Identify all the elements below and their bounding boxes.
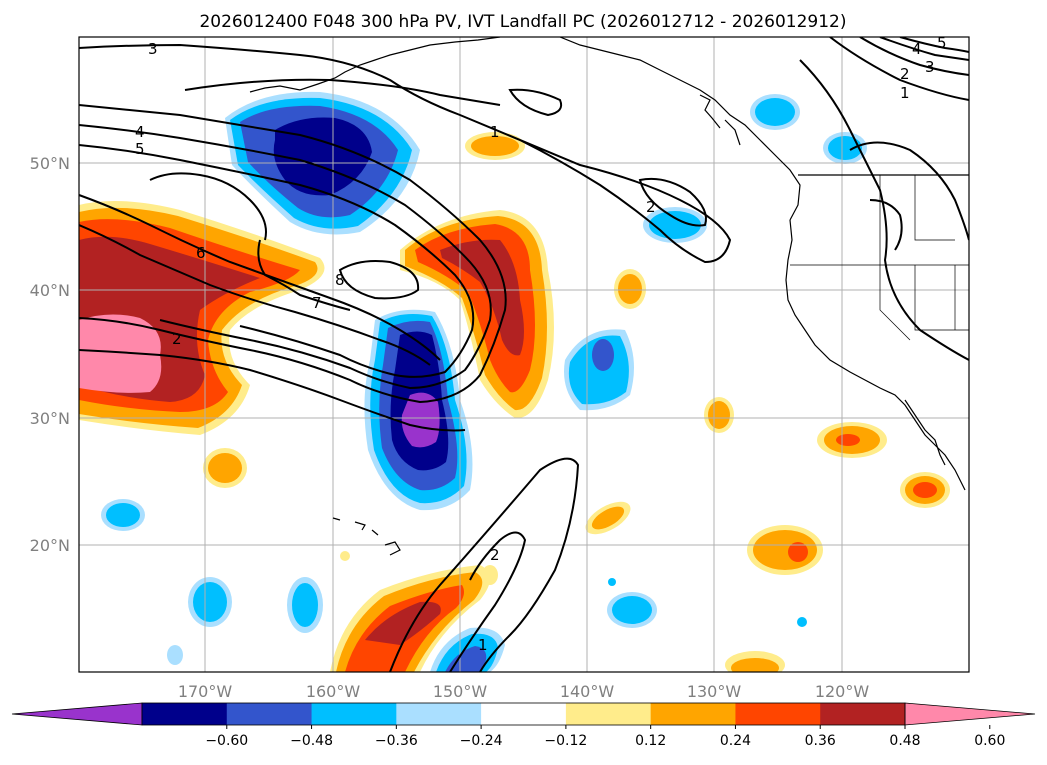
contour-label: 5 (937, 34, 947, 52)
latitude-label: 20°N (30, 536, 70, 555)
colorbar-tick-label: −0.60 (205, 733, 248, 749)
colorbar-tick-label: 0.12 (635, 733, 666, 749)
colorbar-segment (396, 703, 482, 725)
contour-label: 2 (490, 546, 500, 564)
contour-label: 3 (925, 58, 935, 76)
colorbar-segment (311, 703, 397, 725)
longitude-labels: 170°W 160°W 150°W 140°W 130°W 120°W (178, 682, 870, 701)
contour-label: 1 (900, 84, 910, 102)
contour-label: 5 (135, 140, 145, 158)
colorbar-tick-label: 0.48 (889, 733, 920, 749)
colorbar-tick-label: 0.36 (805, 733, 836, 749)
latitude-labels: 50°N 40°N 30°N 20°N (30, 154, 70, 555)
contour-label: 1 (490, 123, 500, 141)
map-title: 2026012400 F048 300 hPa PV, IVT Landfall… (199, 12, 846, 32)
latitude-label: 50°N (30, 154, 70, 173)
contour-label: 4 (912, 40, 922, 58)
longitude-label: 120°W (815, 682, 870, 701)
contour-label: 2 (900, 65, 910, 83)
colorbar-extend-max (904, 702, 1036, 726)
colorbar-extend-min (11, 702, 143, 726)
contour-label: 1 (478, 636, 488, 654)
map-content: 3 4 5 6 7 8 2 1 2 2 1 1 2 3 4 5 (79, 34, 969, 672)
positive-anomaly-south (330, 565, 490, 672)
longitude-label: 150°W (433, 682, 488, 701)
colorbar-segment (565, 703, 652, 725)
contour-label-group: 3 4 5 6 7 8 2 1 2 2 1 1 2 3 4 5 (135, 34, 947, 654)
colorbar-segment (650, 703, 736, 725)
colorbar-tick-label: −0.12 (544, 733, 587, 749)
colorbar-tick-label: 0.60 (974, 733, 1005, 749)
colorbar-segment (735, 703, 821, 725)
contour-label: 6 (196, 244, 206, 262)
contour-label: 2 (646, 198, 656, 216)
longitude-label: 160°W (306, 682, 361, 701)
colorbar-segment (142, 703, 228, 725)
contour-label: 2 (172, 330, 182, 348)
colorbar: −0.60 −0.48 −0.36 −0.24 −0.12 0.12 0.24 0.36 0.4… (11, 702, 1036, 749)
colorbar-segment (481, 703, 567, 725)
colorbar-tick-label: −0.24 (460, 733, 503, 749)
contour-label: 8 (335, 271, 345, 289)
pv-contours (79, 37, 969, 672)
longitude-label: 130°W (687, 682, 742, 701)
map-frame (78, 36, 970, 673)
colorbar-tick-label: −0.48 (290, 733, 333, 749)
contour-label: 7 (312, 294, 322, 312)
longitude-label: 170°W (178, 682, 233, 701)
colorbar-segment (226, 703, 313, 725)
colorbar-frame (141, 702, 906, 726)
contour-label: 3 (148, 40, 158, 58)
positive-anomaly-patches (203, 132, 950, 672)
colorbar-tick-label: −0.36 (375, 733, 418, 749)
latitude-label: 30°N (30, 409, 70, 428)
colorbar-segment (820, 703, 906, 725)
coastlines (249, 37, 969, 556)
colorbar-tick-label: 0.24 (720, 733, 751, 749)
contour-label: 4 (135, 123, 145, 141)
negative-anomaly-central (364, 309, 473, 511)
longitude-label: 140°W (560, 682, 615, 701)
latitude-label: 40°N (30, 281, 70, 300)
